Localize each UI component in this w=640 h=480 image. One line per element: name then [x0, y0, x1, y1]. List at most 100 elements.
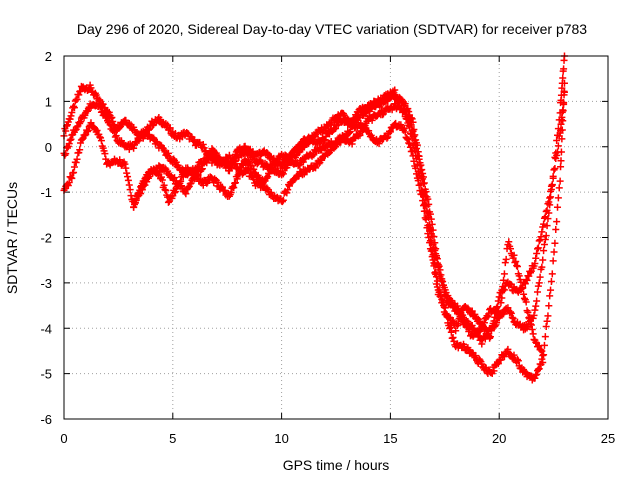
data-point — [413, 170, 421, 178]
data-point — [116, 156, 124, 164]
grid-lines — [64, 56, 608, 419]
data-point — [545, 302, 553, 310]
data-point — [497, 356, 505, 364]
data-point — [526, 313, 534, 321]
data-point — [424, 230, 432, 238]
data-point — [531, 260, 539, 268]
data-point — [73, 95, 81, 103]
data-point — [447, 328, 455, 336]
data-point — [75, 91, 83, 99]
data-point — [476, 356, 484, 364]
data-point — [504, 345, 512, 353]
data-point — [499, 283, 507, 291]
data-point — [203, 159, 211, 167]
data-point — [408, 147, 416, 155]
data-point — [400, 125, 408, 133]
data-point — [267, 189, 275, 197]
data-point — [553, 151, 561, 159]
data-point — [528, 325, 536, 333]
data-point — [93, 127, 101, 135]
data-point — [533, 250, 541, 258]
data-point — [550, 166, 558, 174]
data-point — [535, 237, 543, 245]
data-point — [424, 195, 432, 203]
data-point — [438, 277, 446, 285]
data-point — [493, 304, 501, 312]
data-point — [560, 79, 568, 87]
data-point — [365, 127, 373, 135]
data-point — [84, 128, 92, 136]
data-point — [410, 125, 418, 133]
data-point — [214, 178, 222, 186]
data-point — [73, 155, 81, 163]
data-point — [497, 299, 505, 307]
data-point — [78, 135, 86, 143]
data-point — [428, 220, 436, 228]
data-point — [285, 182, 293, 190]
data-point — [538, 228, 546, 236]
x-tick-label: 0 — [60, 431, 67, 446]
data-point — [216, 154, 224, 162]
data-point — [509, 314, 517, 322]
data-point — [554, 142, 562, 150]
data-point — [464, 304, 472, 312]
data-point — [537, 346, 545, 354]
data-point — [538, 347, 546, 355]
data-point — [67, 135, 75, 143]
data-point — [124, 176, 132, 184]
data-point — [203, 179, 211, 187]
data-point — [263, 174, 271, 182]
data-point — [92, 91, 100, 99]
data-point — [442, 292, 450, 300]
data-point — [62, 150, 70, 158]
data-point — [419, 169, 427, 177]
data-point — [66, 136, 74, 144]
data-point — [415, 152, 423, 160]
data-point — [539, 351, 547, 359]
data-point — [513, 355, 521, 363]
data-point — [507, 308, 515, 316]
data-point — [419, 197, 427, 205]
data-point — [532, 338, 540, 346]
data-point — [560, 65, 568, 73]
x-tick-label: 5 — [169, 431, 176, 446]
data-point — [171, 189, 179, 197]
data-point — [123, 169, 131, 177]
data-point — [534, 244, 542, 252]
data-point — [415, 181, 423, 189]
data-point — [417, 161, 425, 169]
data-point — [496, 309, 504, 317]
data-point — [527, 321, 535, 329]
data-point — [552, 155, 560, 163]
data-point — [540, 247, 548, 255]
data-point — [425, 233, 433, 241]
data-point — [554, 203, 562, 211]
data-point — [125, 181, 133, 189]
data-point — [278, 169, 286, 177]
data-point — [559, 74, 567, 82]
data-point — [560, 99, 568, 107]
data-point — [96, 133, 104, 141]
data-point — [547, 286, 555, 294]
data-point — [227, 188, 235, 196]
data-point — [245, 157, 253, 165]
data-point — [540, 220, 548, 228]
data-point — [533, 370, 541, 378]
data-point — [545, 198, 553, 206]
data-point — [406, 123, 414, 131]
data-point — [145, 125, 153, 133]
data-point — [321, 136, 329, 144]
data-point — [538, 263, 546, 271]
data-point — [423, 224, 431, 232]
data-point — [383, 134, 391, 142]
data-point — [539, 359, 547, 367]
data-point — [510, 251, 518, 259]
data-point — [182, 190, 190, 198]
data-point — [439, 278, 447, 286]
data-point — [404, 136, 412, 144]
data-point — [130, 203, 138, 211]
data-point — [478, 340, 486, 348]
data-point — [449, 334, 457, 342]
data-point — [514, 357, 522, 365]
data-point — [116, 123, 124, 131]
